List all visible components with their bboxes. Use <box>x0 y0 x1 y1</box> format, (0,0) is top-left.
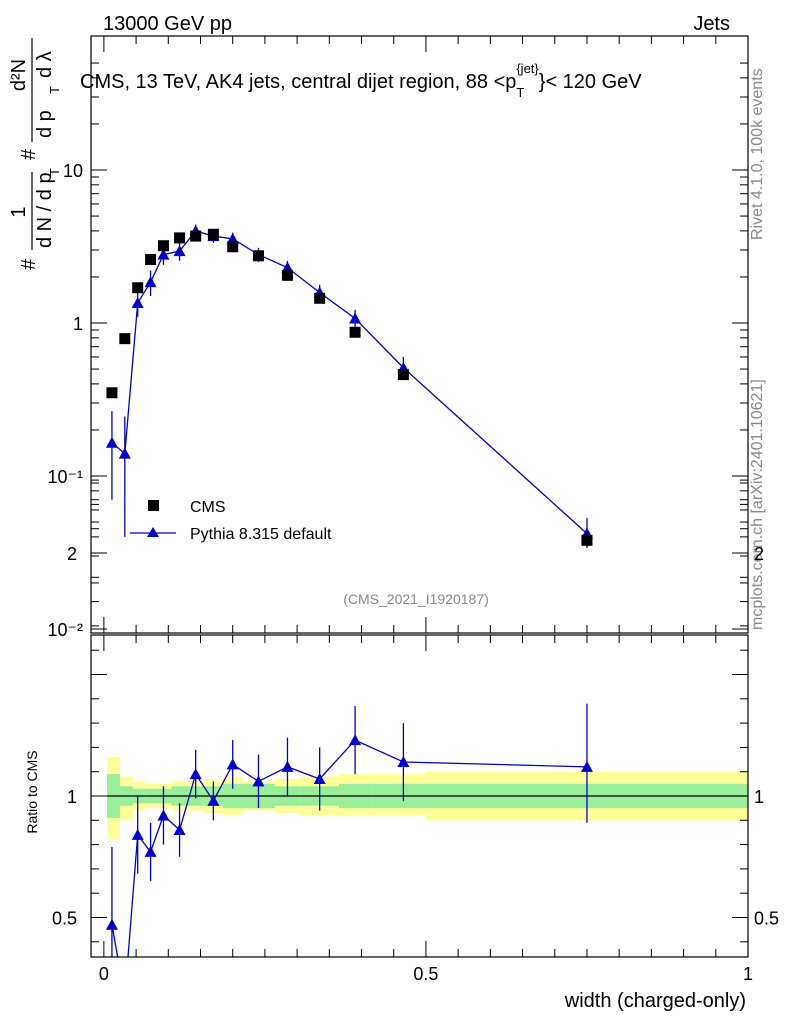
ratio-axis-ticks: 0.5 0.5 1 1 2 2 <box>52 479 779 943</box>
ratio-point <box>313 772 326 784</box>
ylabel-one: 1 <box>8 206 30 217</box>
ratio-point <box>131 828 144 840</box>
rivet-label: Rivet 4.1.0, 100k events <box>749 68 766 240</box>
xtick-label: 0.5 <box>413 964 438 984</box>
main-ylabel: # 1 d N / d p T # d²N d p T d λ <box>8 38 62 270</box>
main-ytick-label: 10⁻¹ <box>47 467 83 487</box>
cms-point <box>207 228 219 240</box>
ylabel-T2: T <box>47 86 62 94</box>
ratio-ytick-label-right: 0.5 <box>754 909 779 929</box>
ratio-ytick-label: 2 <box>67 544 77 564</box>
ratio-point <box>397 755 410 767</box>
main-panel <box>105 224 593 548</box>
header-left: 13000 GeV pp <box>103 13 232 35</box>
cms-point <box>190 230 202 242</box>
cms-point <box>227 241 239 253</box>
cms-point <box>581 534 593 546</box>
main-title: CMS, 13 TeV, AK4 jets, central dijet reg… <box>80 61 642 100</box>
ylabel-hash: # <box>18 258 40 270</box>
mc-point <box>226 232 239 244</box>
main-ytick-label: 10 <box>63 161 83 181</box>
ylabel-dp: d p <box>34 110 56 138</box>
legend-cms-label: CMS <box>190 499 226 516</box>
main-axis-ticks: 10⁻² 10⁻¹ 1 10 0 0.5 1 <box>47 36 753 984</box>
ratio-point <box>252 775 265 787</box>
ratio-point <box>157 809 170 821</box>
mc-point <box>173 245 186 257</box>
header-right: Jets <box>693 13 730 35</box>
ratio-point <box>281 760 294 772</box>
title-end: }< 120 GeV <box>539 71 643 93</box>
mc-line <box>111 230 588 535</box>
title-sup: {jet} <box>516 61 539 76</box>
legend-mc-label: Pythia 8.315 default <box>190 526 332 543</box>
mcplots-label: mcplots.cern.ch [arXiv:2401.10621] <box>749 379 766 630</box>
cms-point <box>281 269 293 281</box>
ylabel-T: T <box>47 168 62 176</box>
ratio-point <box>207 794 220 806</box>
mc-point <box>349 312 362 324</box>
mc-point <box>118 447 131 459</box>
xtick-label: 1 <box>743 964 753 984</box>
main-ytick-label: 1 <box>73 314 83 334</box>
mc-point <box>131 297 144 309</box>
ylabel-hash2: # <box>18 148 40 160</box>
legend-mc-marker <box>147 527 159 537</box>
title-sub: T <box>516 85 524 100</box>
ratio-point <box>105 918 118 930</box>
cms-point <box>106 387 118 399</box>
ratio-point <box>226 758 239 770</box>
ratio-point <box>349 734 362 746</box>
ratio-point <box>144 845 157 857</box>
cms-point <box>397 369 409 381</box>
main-series <box>105 224 593 548</box>
analysis-watermark: (CMS_2021_I1920187) <box>343 591 489 607</box>
main-ytick-label: 10⁻² <box>47 620 83 640</box>
cms-point <box>314 292 326 304</box>
title-main: CMS, 13 TeV, AK4 jets, central dijet reg… <box>80 71 516 93</box>
ratio-ytick-label-right: 2 <box>754 544 764 564</box>
x-axis-label: width (charged-only) <box>564 990 746 1012</box>
legend: CMS Pythia 8.315 default <box>130 499 332 543</box>
main-frame <box>90 35 749 634</box>
legend-cms-marker <box>148 500 159 511</box>
ylabel-dl: d λ <box>34 51 56 78</box>
ratio-ylabel: Ratio to CMS <box>24 750 40 833</box>
cms-point <box>252 250 264 262</box>
ylabel-d2N: d²N <box>8 59 30 91</box>
ratio-ytick-label: 1 <box>67 787 77 807</box>
ratio-point <box>580 760 593 772</box>
cms-point <box>132 282 144 294</box>
ratio-point <box>173 824 186 836</box>
ratio-series <box>105 703 748 957</box>
ylabel-dN: d N / d p <box>34 172 56 248</box>
cms-point <box>349 326 361 338</box>
ratio-ytick-label: 0.5 <box>52 909 77 929</box>
cms-point <box>157 240 169 252</box>
mc-point <box>144 276 157 288</box>
xtick-label: 0 <box>99 964 109 984</box>
cms-point <box>145 254 157 266</box>
ratio-ytick-label-right: 1 <box>754 787 764 807</box>
ratio-point <box>189 768 202 780</box>
cms-point <box>119 333 131 345</box>
mc-point <box>157 248 170 260</box>
mc-point <box>105 436 118 448</box>
ratio-panel <box>105 703 748 957</box>
cms-point <box>174 232 186 244</box>
